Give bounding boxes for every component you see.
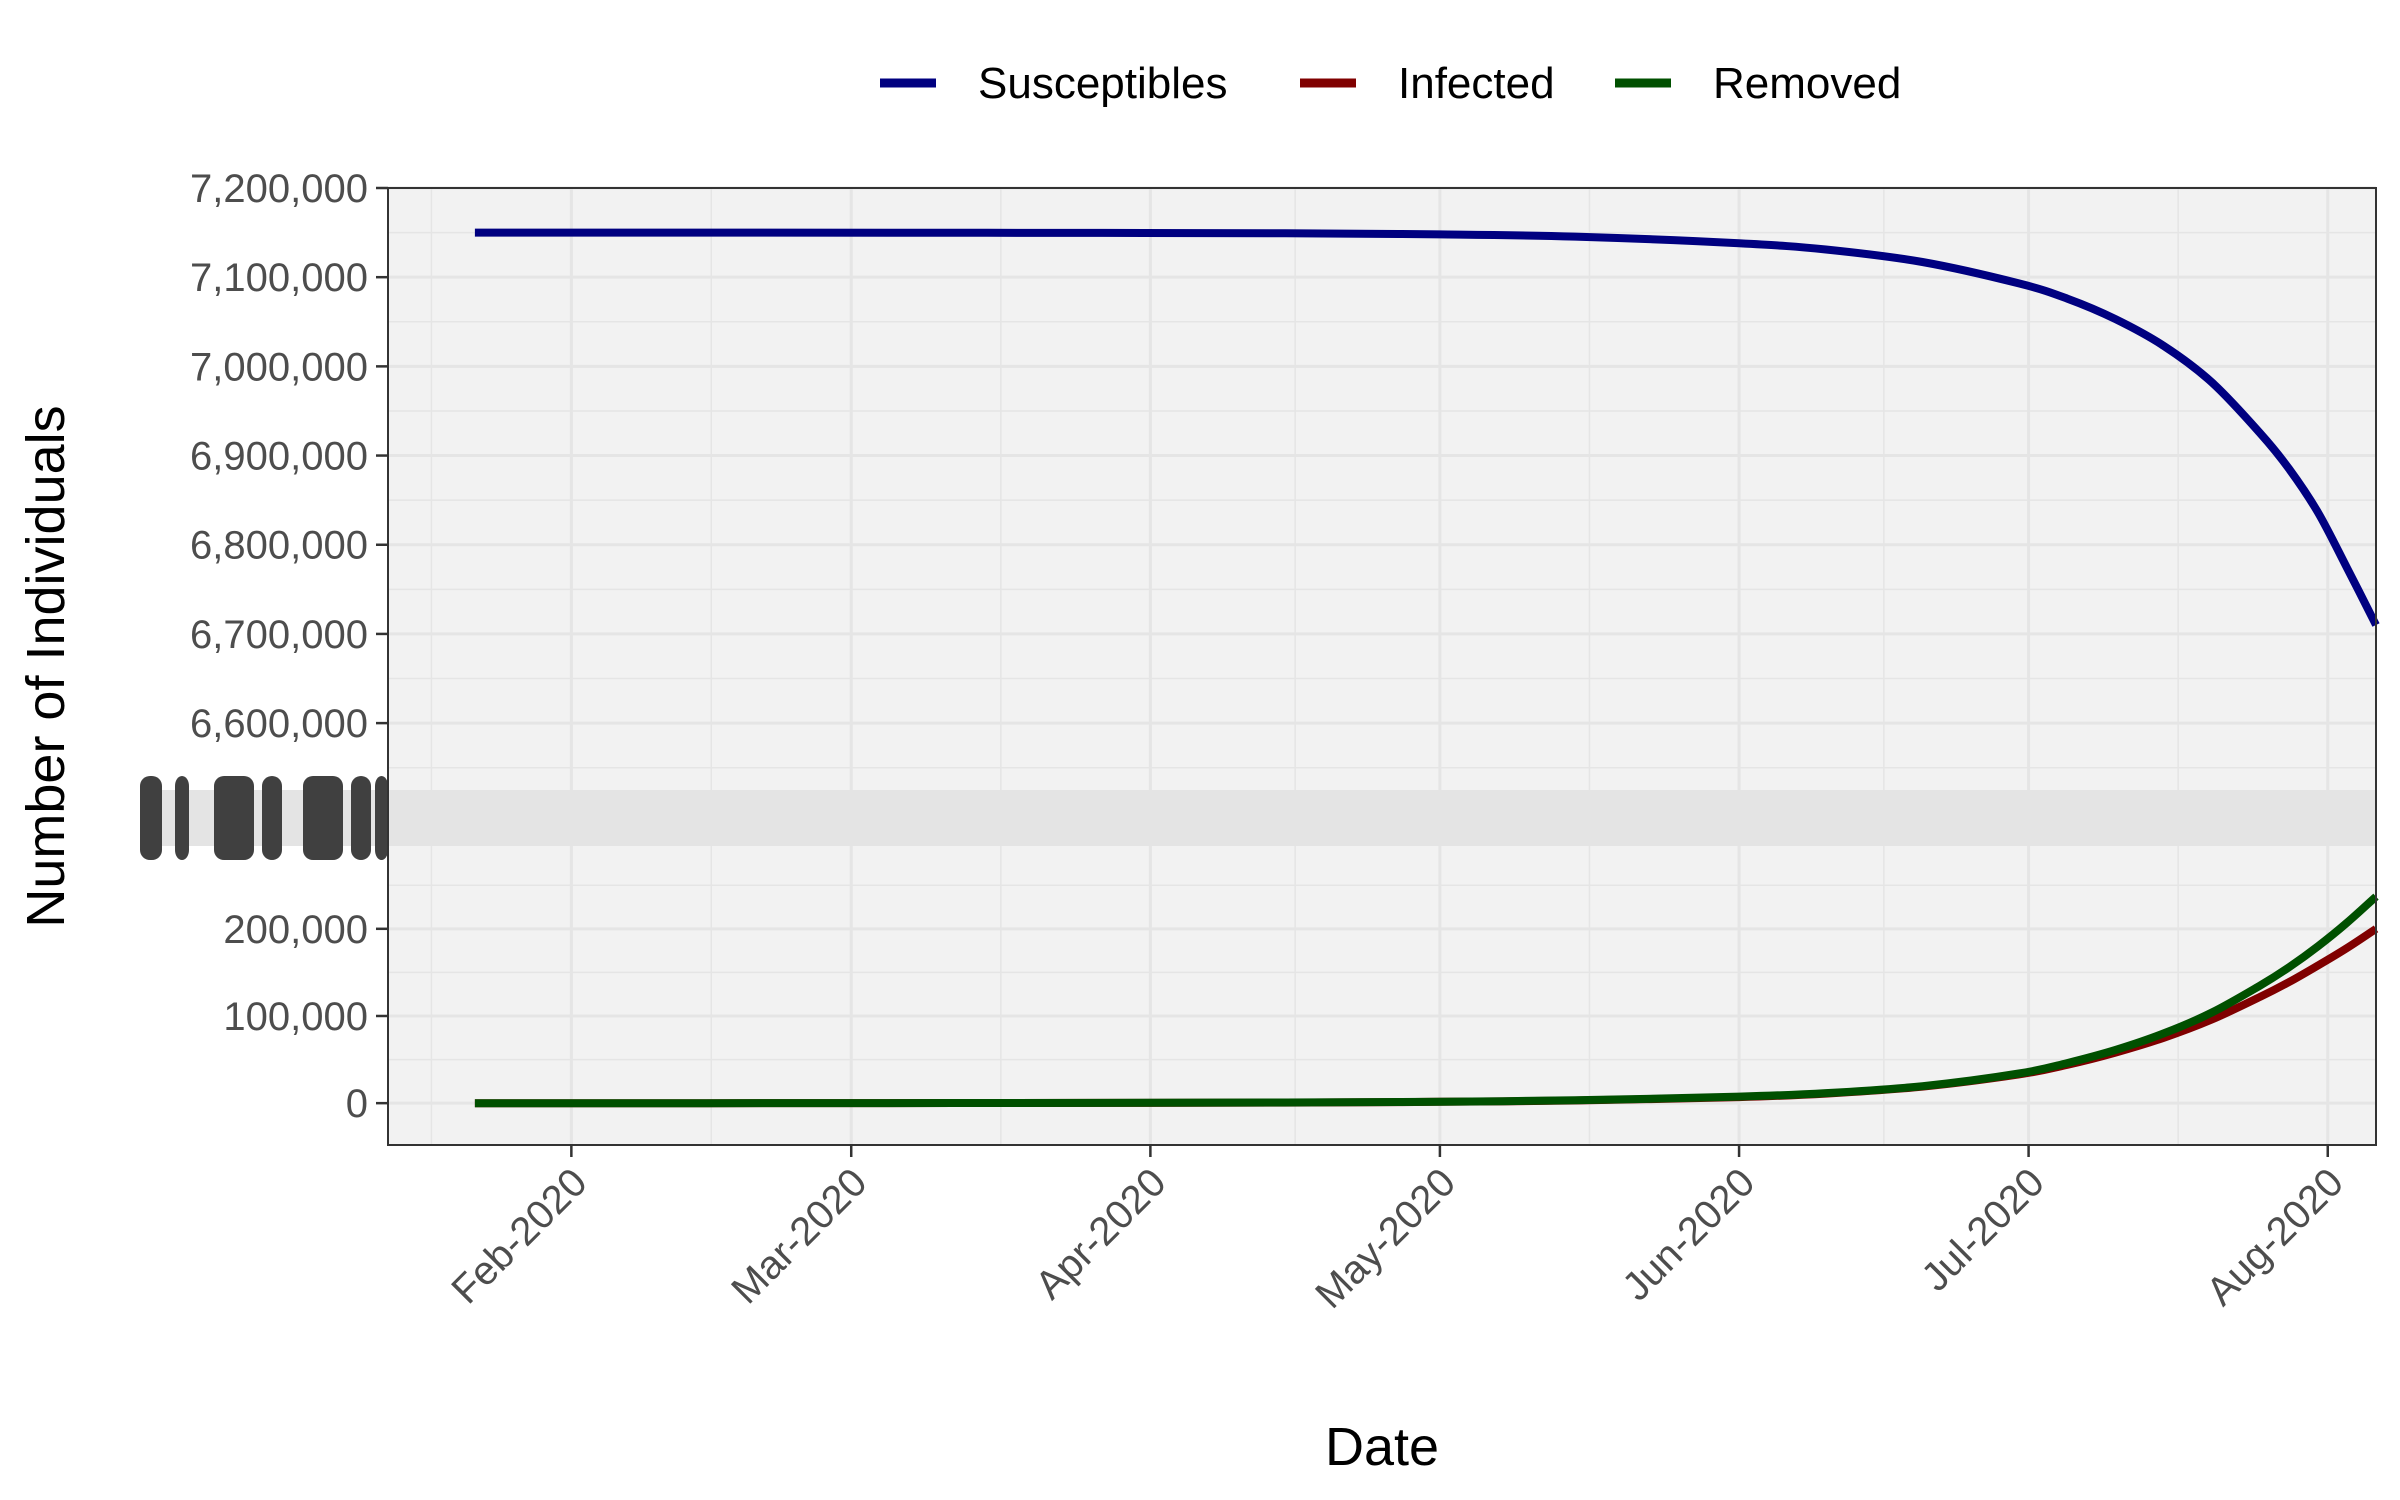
y-tick-label: 100,000 xyxy=(223,995,368,1039)
break-overlap-mark xyxy=(262,776,282,860)
break-overlap-mark xyxy=(351,776,371,860)
y-tick-label: 6,600,000 xyxy=(190,702,368,746)
y-tick-label: 7,000,000 xyxy=(190,345,368,389)
x-tick-label: Aug-2020 xyxy=(2198,1160,2352,1314)
break-band-panel xyxy=(388,790,2376,846)
series-layer xyxy=(474,228,2380,1108)
break-overlap-mark xyxy=(140,776,162,860)
x-tick-label: Mar-2020 xyxy=(723,1160,875,1312)
x-tick-label: Jun-2020 xyxy=(1614,1160,1763,1309)
y-tick-label: 7,200,000 xyxy=(190,167,368,211)
y-tick-label: 7,100,000 xyxy=(190,256,368,300)
break-overlap-mark xyxy=(214,776,254,860)
y-axis: 6,600,000 6,700,000 6,800,000 6,900,000 7,00… xyxy=(190,167,388,1126)
y-tick-label: 0 xyxy=(346,1082,368,1126)
x-tick-label: Jul-2020 xyxy=(1913,1160,2053,1300)
x-tick-label: Feb-2020 xyxy=(443,1160,595,1312)
y-tick-label: 6,900,000 xyxy=(190,435,368,479)
y-tick-label: 200,000 xyxy=(223,908,368,952)
legend: Susceptibles Infected Removed xyxy=(880,59,1901,108)
plot-border xyxy=(387,187,2377,1146)
legend-label-susceptibles: Susceptibles xyxy=(978,59,1227,108)
series-line-removed xyxy=(474,893,2379,1108)
series-line-susceptibles xyxy=(474,228,2380,627)
legend-label-infected: Infected xyxy=(1398,59,1555,108)
x-axis-title: Date xyxy=(1325,1417,1439,1477)
break-overlap-mark xyxy=(303,776,343,860)
axis-break xyxy=(140,776,2376,860)
x-tick-label: Apr-2020 xyxy=(1027,1160,1174,1307)
break-overlap-mark xyxy=(175,776,189,860)
plot-panel xyxy=(388,188,2376,1145)
grid xyxy=(388,186,2376,1145)
y-tick-label: 6,800,000 xyxy=(190,524,368,568)
y-axis-title: Number of Individuals xyxy=(16,405,76,927)
y-tick-label: 6,700,000 xyxy=(190,613,368,657)
break-overlap-mark xyxy=(375,776,388,860)
x-axis: Feb-2020 Mar-2020 Apr-2020 May-2020 Jun-2020… xyxy=(443,1145,2352,1317)
x-tick-label: May-2020 xyxy=(1307,1160,1464,1317)
legend-label-removed: Removed xyxy=(1713,59,1901,108)
